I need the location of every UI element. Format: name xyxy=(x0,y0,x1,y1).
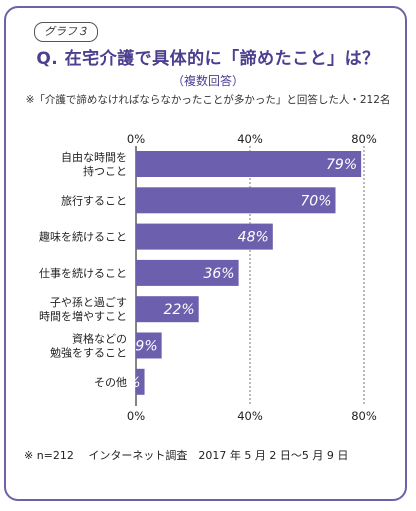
category-label: その他 xyxy=(94,376,127,389)
tick-label-top: 40% xyxy=(237,132,263,146)
tick-label-bottom: 0% xyxy=(127,409,145,423)
bar-value-label: 79% xyxy=(326,157,357,173)
category-label: 趣味を続けること xyxy=(39,230,127,244)
bar xyxy=(136,223,273,250)
bar xyxy=(136,296,199,323)
bar xyxy=(136,187,336,214)
category-label: 自由な時間を持つこと xyxy=(61,150,127,178)
bar xyxy=(136,259,239,286)
bar xyxy=(136,151,362,177)
tick-label-top: 0% xyxy=(127,132,145,146)
tick-label-top: 80% xyxy=(351,132,377,146)
category-label: 資格などの勉強をすること xyxy=(50,332,127,360)
bar-value-label: 48% xyxy=(238,230,269,246)
bar-value-label: 3% xyxy=(118,375,140,391)
category-label: 子や孫と過ごす時間を増やすこと xyxy=(39,295,127,323)
chart-frame xyxy=(4,6,407,501)
bar-value-label: 9% xyxy=(135,339,157,355)
tick-label-bottom: 40% xyxy=(237,409,263,423)
category-label: 仕事を続けること xyxy=(39,266,127,280)
respondent-note: ※「介護で諦めなければならなかったことが多かった」と回答した人・212名 xyxy=(25,94,391,106)
bar-value-label: 36% xyxy=(203,266,234,282)
graph-tag: グラフ３ xyxy=(34,22,98,42)
tick-label-bottom: 80% xyxy=(351,409,377,423)
bar xyxy=(136,368,145,395)
chart-title: Q. 在宅介護で具体的に「諦めたこと」は？ xyxy=(36,49,380,69)
bar xyxy=(136,332,162,359)
survey-footer: ※ n=212 インターネット調査 2017 年 5 月 2 日～5 月 9 日 xyxy=(24,449,349,462)
bar-value-label: 22% xyxy=(164,302,195,318)
category-label: 旅行すること xyxy=(61,193,127,207)
chart-subtitle: （複数回答） xyxy=(171,74,244,88)
bar-value-label: 70% xyxy=(300,193,331,209)
